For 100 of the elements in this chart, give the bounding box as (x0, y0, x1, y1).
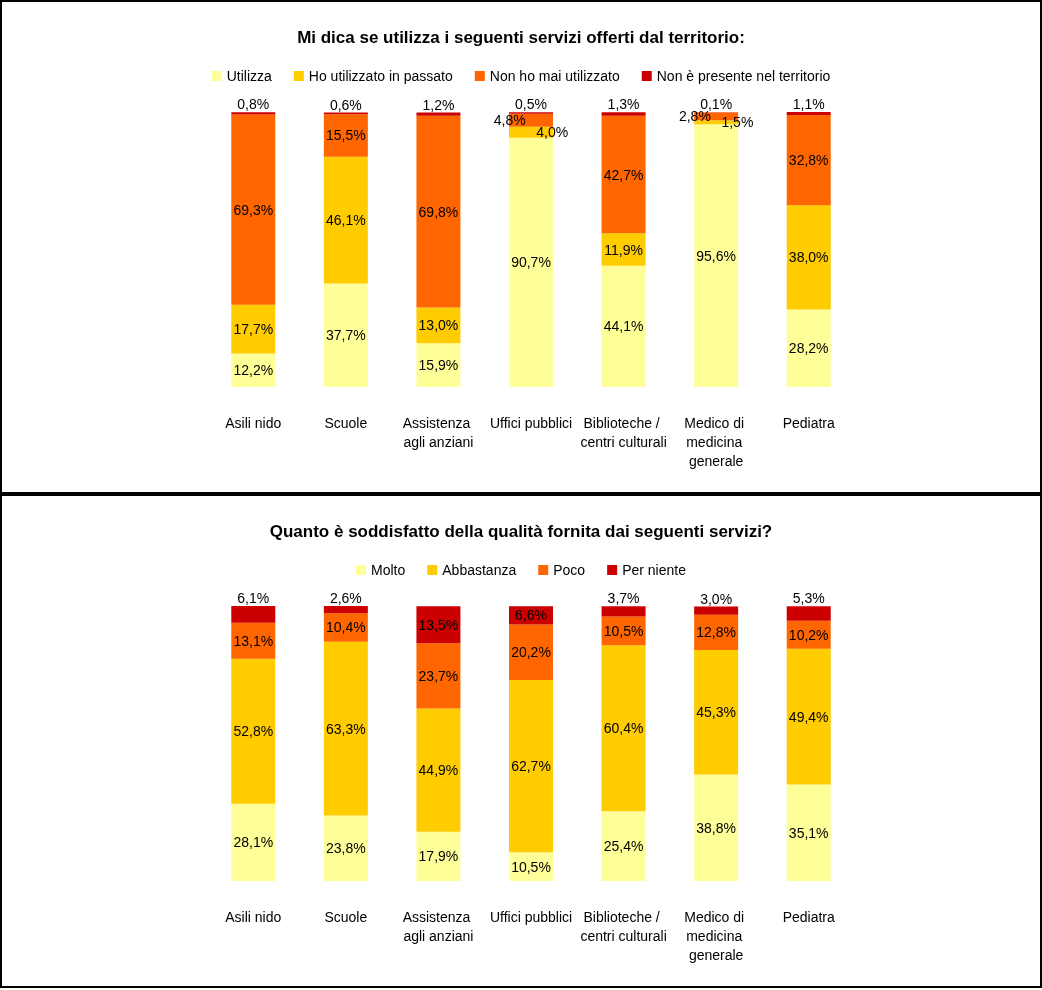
x-tick-label: Assistenza agli anziani (402, 908, 475, 944)
data-label: 23,7% (418, 667, 459, 684)
data-label: 95,6% (696, 247, 736, 264)
data-label: 0,5% (515, 96, 547, 113)
data-label: 3,0% (700, 590, 733, 607)
data-label: 11,9% (604, 241, 643, 258)
data-label: 15,5% (326, 127, 366, 144)
data-label: 28,1% (233, 834, 274, 851)
x-tick-label: Pediatra (782, 414, 835, 431)
data-label: 44,1% (603, 318, 644, 335)
data-label: 15,9% (418, 357, 459, 374)
x-tick-label: Uffici pubblici (489, 908, 573, 925)
data-label: 13,5% (418, 616, 459, 633)
x-tick-label: Medico di medicina generale (684, 414, 749, 469)
data-label: 10,5% (511, 858, 551, 875)
data-label: 17,7% (233, 321, 274, 338)
legend-label: Per niente (622, 562, 687, 578)
data-label: 2,6% (329, 590, 362, 606)
data-label: 10,4% (326, 619, 366, 636)
bar (509, 624, 553, 680)
data-label: 6,6% (515, 607, 547, 624)
data-label: 62,7% (511, 758, 551, 775)
bar (416, 831, 461, 881)
bar (323, 606, 368, 614)
data-label: 1,2% (422, 96, 455, 113)
x-tick-label: Assistenza agli anziani (402, 414, 475, 450)
chart-title: Quanto è soddisfatto della qualità fornita dai seguenti servizi? (269, 522, 773, 541)
bar (416, 112, 461, 116)
x-tick-label: Biblioteche / centri culturali (580, 908, 667, 944)
data-label: 1,3% (607, 96, 640, 113)
data-label: 42,7% (603, 166, 644, 183)
x-tick-label: Scuole (324, 414, 368, 431)
data-label: 38,8% (696, 819, 736, 836)
data-label: 46,1% (326, 212, 366, 229)
bar (601, 645, 646, 812)
data-label: 44,9% (418, 762, 459, 779)
data-label: 69,3% (233, 201, 274, 218)
data-label: 37,7% (326, 327, 366, 344)
bar (786, 205, 831, 310)
bar (416, 708, 461, 832)
data-label: 6,1% (237, 590, 270, 606)
data-label: 12,8% (696, 624, 736, 641)
legend-label: Abbastanza (442, 562, 517, 578)
legend-label: Non ho mai utilizzato (489, 68, 620, 84)
data-label: 63,3% (326, 720, 366, 737)
bar (786, 784, 831, 881)
bar (601, 115, 646, 234)
x-tick-label: Asili nido (225, 908, 282, 925)
data-label: 1,5% (721, 114, 754, 131)
data-label: 49,4% (788, 708, 829, 725)
bar (323, 641, 368, 816)
bar (694, 649, 739, 775)
bar (786, 112, 831, 116)
legend-label: Non è presente nel territorio (656, 68, 831, 84)
bar (231, 114, 276, 305)
x-tick-label: Uffici pubblici (489, 414, 573, 431)
bar (694, 774, 739, 881)
bar (786, 115, 831, 206)
data-label: 60,4% (603, 720, 644, 737)
bar (601, 811, 646, 881)
chart-title: Mi dica se utilizza i seguenti servizi offerti dal territorio: (297, 28, 745, 47)
bar (786, 309, 831, 387)
legend-label: Ho utilizzato in passato (308, 68, 454, 84)
bar (416, 115, 461, 308)
legend-label: Molto (371, 562, 406, 578)
data-label: 0,6% (329, 96, 362, 113)
data-label: 20,2% (511, 644, 551, 661)
bar (323, 815, 368, 881)
x-tick-label: Pediatra (782, 908, 835, 925)
data-label: 69,8% (418, 203, 459, 220)
bar (231, 112, 276, 115)
data-label: 17,9% (418, 848, 459, 865)
bar (786, 606, 831, 621)
data-label: 13,0% (418, 317, 459, 334)
data-label: 1,1% (792, 96, 825, 112)
bar (601, 606, 646, 617)
data-label: 5,3% (792, 590, 825, 607)
bar (416, 643, 461, 709)
bar (509, 137, 553, 387)
bar (231, 304, 276, 354)
data-label: 3,7% (607, 590, 640, 607)
bar (323, 114, 368, 157)
bar (601, 265, 646, 387)
data-label: 52,8% (233, 723, 274, 740)
bar (694, 606, 739, 615)
x-tick-label: Asili nido (225, 414, 282, 431)
bar (323, 283, 368, 387)
data-label: 45,3% (696, 704, 736, 721)
data-label: 32,8% (788, 152, 829, 169)
data-label: 28,2% (788, 340, 829, 357)
x-tick-label: Biblioteche / centri culturali (580, 414, 667, 450)
data-label: 13,1% (233, 632, 274, 649)
bar (231, 803, 276, 881)
data-label: 38,0% (788, 249, 829, 266)
bar (601, 112, 646, 116)
data-label: 0,8% (237, 96, 270, 113)
data-label: 90,7% (511, 254, 551, 271)
data-label: 23,8% (326, 840, 366, 857)
data-label: 35,1% (788, 824, 829, 841)
bar (323, 156, 368, 284)
